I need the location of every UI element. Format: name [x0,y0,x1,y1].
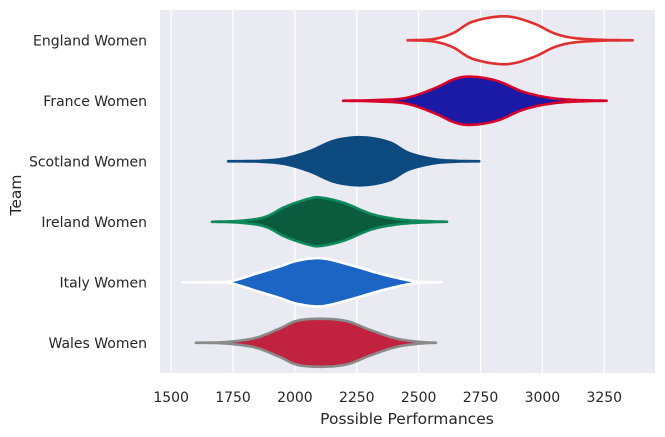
y-tick-label: England Women [33,33,147,49]
x-axis-title: Possible Performances [320,410,494,428]
y-tick-label: France Women [43,94,147,110]
x-tick-label: 3000 [525,390,561,406]
violin-scotland-women [226,135,481,187]
x-tick-label: 2500 [401,390,437,406]
violin-ireland-women [210,195,449,248]
y-tick-label: Italy Women [59,275,147,291]
violin-england-women [406,15,634,66]
x-tick-label: 3250 [586,390,622,406]
x-tick-label: 2250 [339,390,375,406]
violin-france-women [341,75,608,127]
violin-italy-women [181,256,444,308]
y-tick-label: Wales Women [49,336,148,352]
plot-background [160,10,655,373]
x-tick-label: 2750 [463,390,499,406]
y-tick-label: Ireland Women [41,215,147,231]
x-tick-label: 2000 [277,390,313,406]
y-tick-label: Scotland Women [29,154,147,170]
x-tick-label: 1750 [215,390,251,406]
y-axis-title: Team [7,175,25,217]
violin-wales-women [194,317,438,369]
x-tick-label: 1500 [153,390,189,406]
